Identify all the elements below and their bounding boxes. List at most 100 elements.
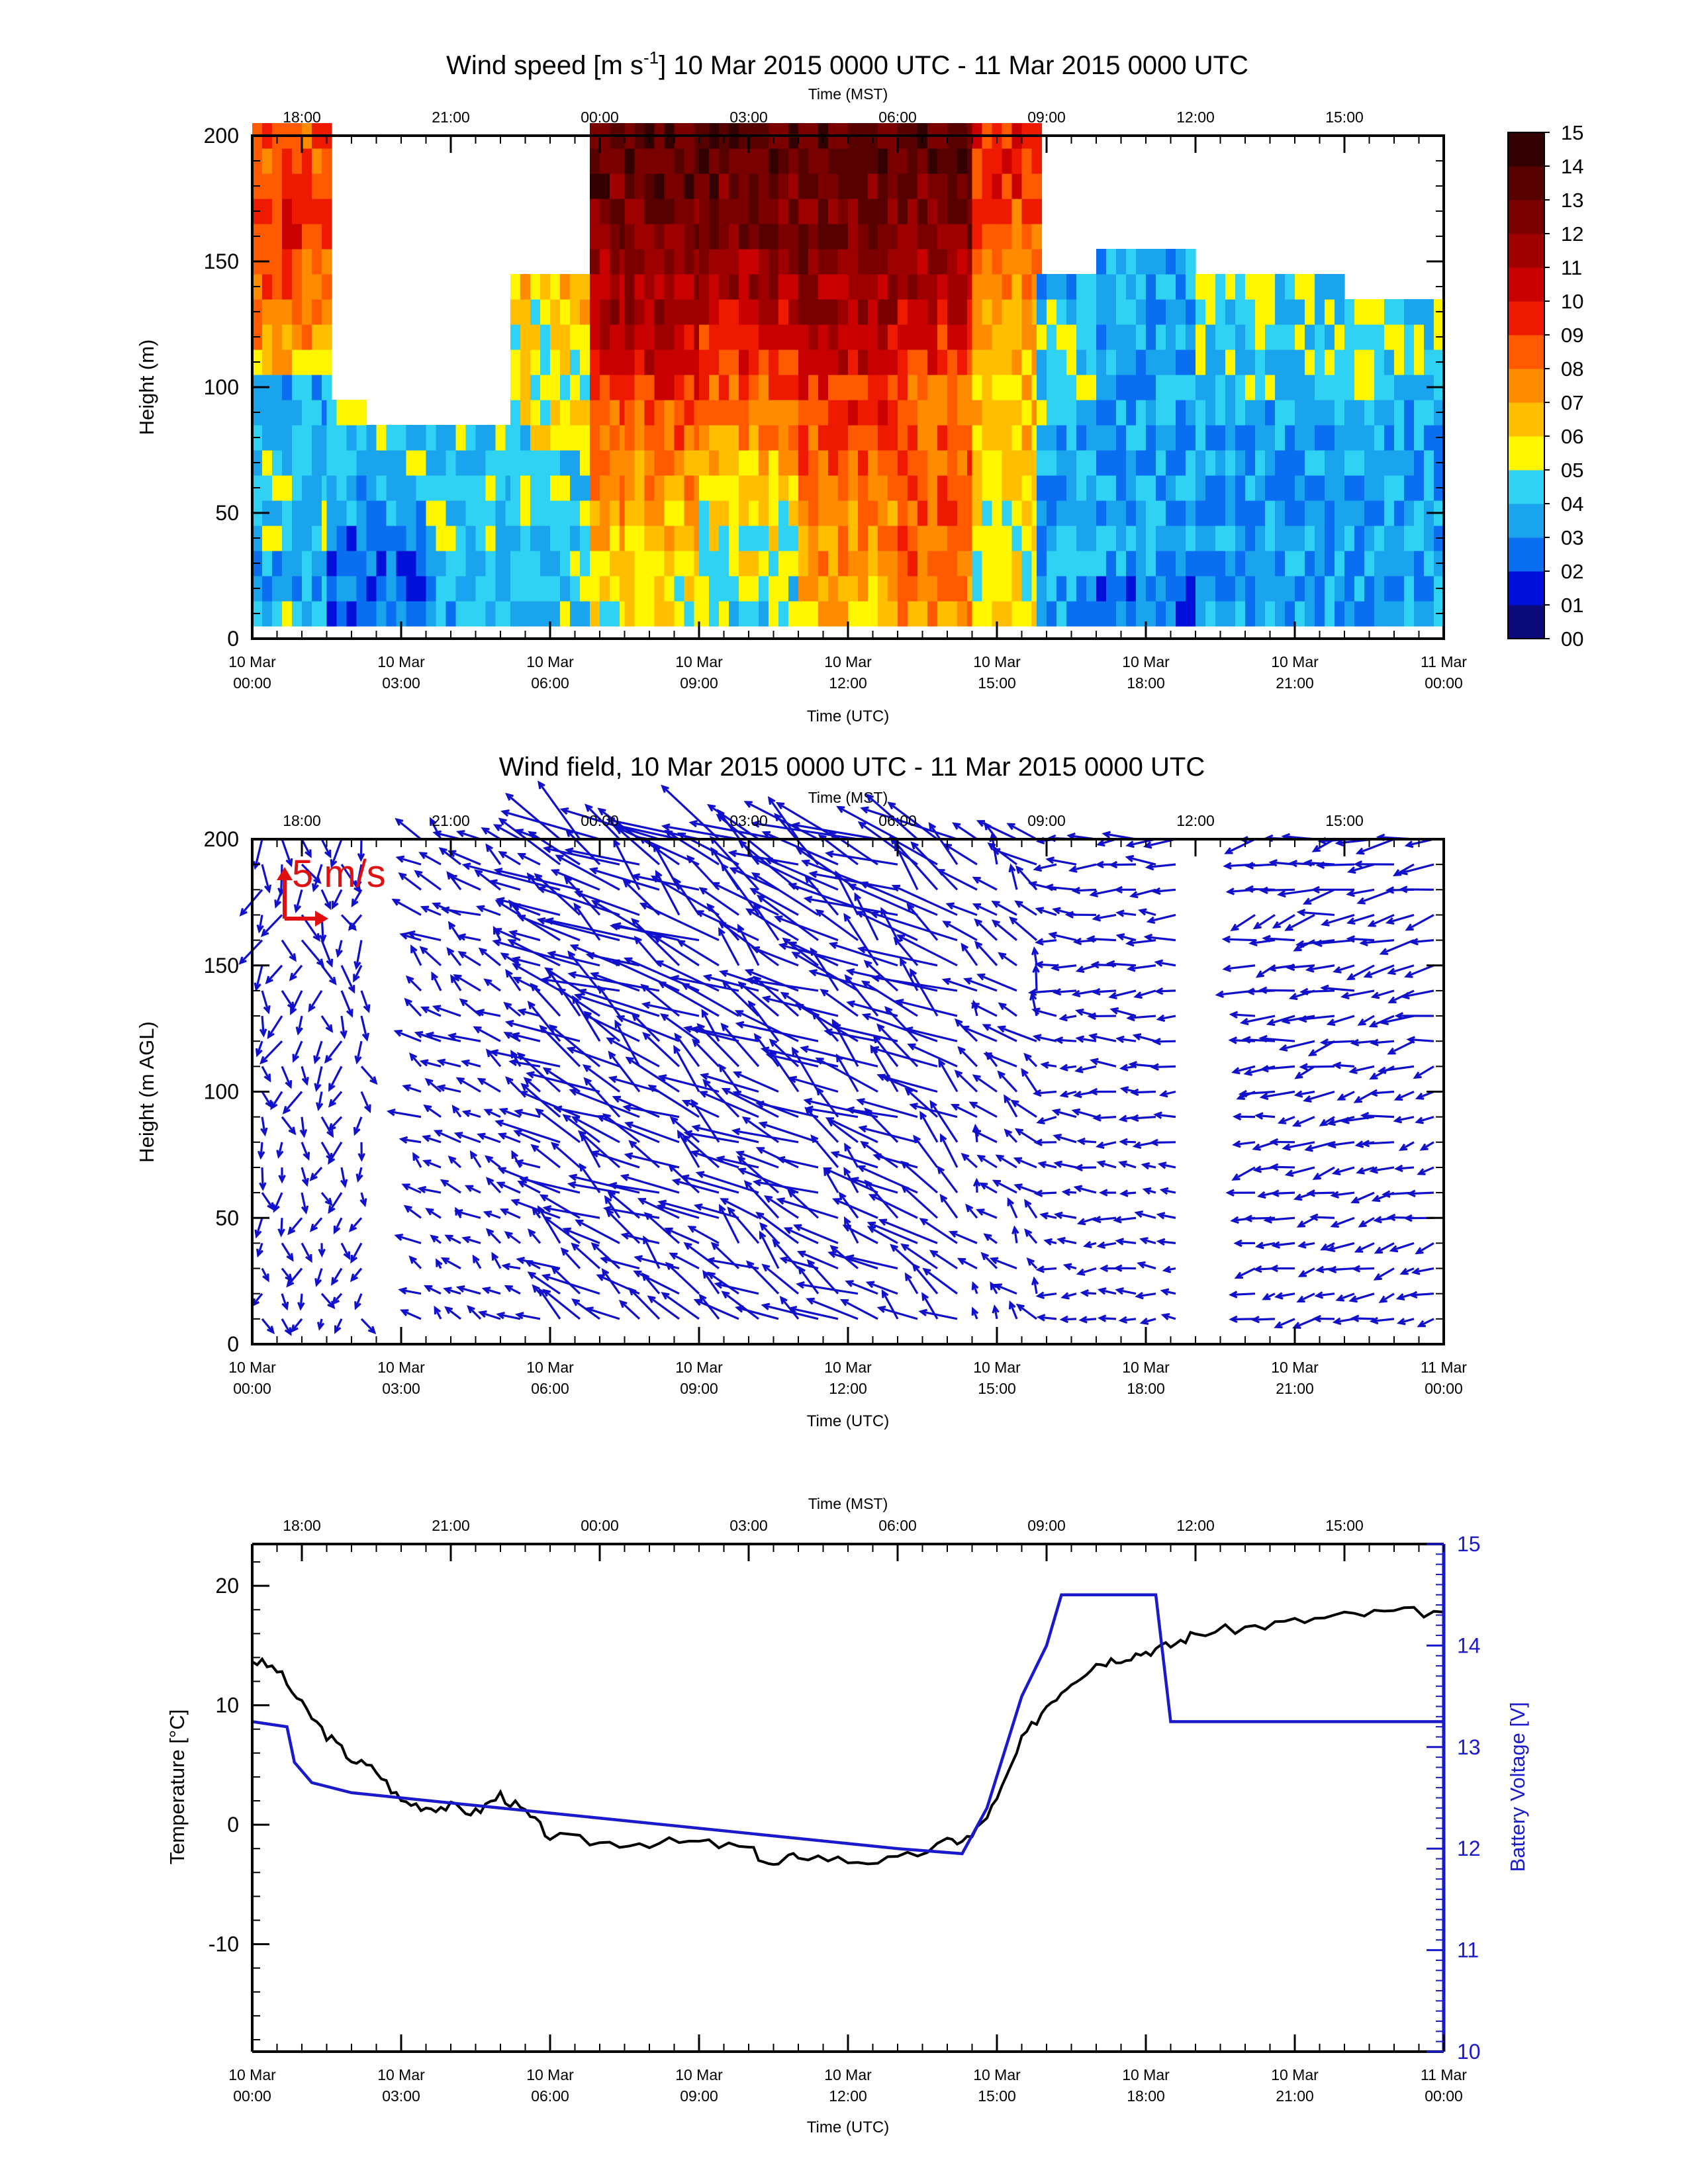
wind-vector-shaft <box>665 1228 700 1244</box>
wind-vector-head <box>447 1156 457 1164</box>
heatmap-cell <box>416 425 427 451</box>
wind-vector-head <box>747 1000 756 1009</box>
wind-vector <box>1071 886 1097 895</box>
wind-vector-head <box>418 852 428 860</box>
wind-vector-head <box>691 1038 700 1047</box>
wind-vector <box>919 1111 939 1143</box>
wind-vector-shaft <box>355 1040 363 1063</box>
wind-vector-shaft <box>592 1243 621 1269</box>
heatmap-cell <box>282 551 293 576</box>
wind-vector-head <box>511 956 521 964</box>
wind-vector-shaft <box>528 1229 541 1244</box>
wind-vector-shaft <box>290 990 303 1014</box>
heatmap-cell <box>485 475 496 501</box>
heatmap-cell <box>312 375 322 400</box>
wind-vector <box>846 1000 898 1017</box>
wind-vector <box>281 1267 293 1283</box>
wind-vector-shaft <box>516 1110 541 1118</box>
wind-vector-head <box>824 850 834 858</box>
wind-vector-head <box>1097 1287 1107 1295</box>
wind-vector-shaft <box>733 1129 799 1144</box>
heatmap-cell <box>818 576 829 602</box>
heatmap-cell <box>1245 274 1256 300</box>
wind-vector <box>655 960 720 992</box>
wind-vector-shaft <box>564 876 601 916</box>
heatmap-cell <box>570 601 581 627</box>
heatmap-cell <box>1047 375 1057 400</box>
heatmap-cell <box>1404 375 1415 400</box>
wind-vector-head <box>891 884 901 892</box>
wind-vector-head <box>1115 933 1125 941</box>
heatmap-cell <box>1335 349 1345 375</box>
wind-vector-shaft <box>880 1219 938 1244</box>
wind-vector-shaft <box>897 1000 958 1017</box>
wind-vector <box>447 1032 481 1042</box>
heatmap-cell <box>778 173 789 199</box>
wind-vector-head <box>1152 887 1161 895</box>
heatmap-cell <box>520 349 531 375</box>
wind-vector-head <box>938 1058 946 1068</box>
wind-vector-shaft <box>719 921 779 967</box>
heatmap-cell <box>992 173 1003 199</box>
heatmap-cell <box>1335 551 1345 576</box>
wind-vector-head <box>983 1052 992 1060</box>
wind-vector-shaft <box>1224 964 1256 970</box>
heatmap-cell <box>1146 349 1156 375</box>
heatmap-cell <box>719 173 729 199</box>
heatmap-cell <box>540 299 551 325</box>
heatmap-cell <box>699 324 710 350</box>
heatmap-cell <box>848 400 859 426</box>
heatmap-cell <box>1225 601 1236 627</box>
wind-vector-head <box>710 846 718 856</box>
wind-vector-head <box>1119 1086 1129 1094</box>
heatmap-cell <box>644 324 655 350</box>
wind-vector <box>698 887 739 916</box>
heatmap-cell <box>520 400 531 426</box>
wind-vector-shaft <box>265 964 283 983</box>
wind-vector <box>1033 1138 1057 1146</box>
wind-vector-head <box>1137 1261 1146 1269</box>
heatmap-cell <box>262 349 273 375</box>
heatmap-cell <box>634 475 645 501</box>
wind-vector <box>590 1150 640 1169</box>
wind-vector <box>334 1318 343 1334</box>
wind-vector-head <box>408 1052 418 1062</box>
wind-vector <box>433 1130 461 1144</box>
heatmap-cell <box>580 324 590 350</box>
heatmap-cell <box>769 173 779 199</box>
heatmap-cell <box>739 400 749 426</box>
wind-vector <box>1150 1063 1176 1071</box>
wind-vector-head <box>1143 933 1153 942</box>
colorbar-label: 13 <box>1561 189 1583 212</box>
heatmap-cell <box>972 551 983 576</box>
heatmap-cell <box>858 576 868 602</box>
heatmap-cell <box>759 601 769 627</box>
wind-vector-head <box>775 801 785 810</box>
wind-vector-shaft <box>555 1107 600 1118</box>
wind-vector-head <box>657 1199 667 1207</box>
wind-vector <box>395 817 422 841</box>
heatmap-cell <box>560 601 571 627</box>
wind-vector <box>718 1063 740 1093</box>
wind-vector-shaft <box>1030 989 1057 994</box>
wind-vector-head <box>328 1122 336 1132</box>
heatmap-cell <box>560 551 571 576</box>
wind-vector-shaft <box>528 1271 561 1295</box>
heatmap-cell <box>937 173 948 199</box>
heatmap-cell <box>957 400 968 426</box>
heatmap-cell <box>624 450 635 476</box>
heatmap-cell <box>749 551 759 576</box>
wind-vector-head <box>573 993 583 1001</box>
wind-vector-shaft <box>570 1175 640 1194</box>
wind-vector-head <box>569 944 579 952</box>
heatmap-cell <box>1002 324 1013 350</box>
wind-vector-head <box>505 968 513 978</box>
heatmap-cell <box>749 500 759 526</box>
heatmap-cell <box>1205 324 1216 350</box>
wind-vector-head <box>440 1179 449 1187</box>
wind-vector <box>360 1318 377 1335</box>
heatmap-cell <box>788 274 799 300</box>
heatmap-cell <box>957 349 968 375</box>
heatmap-cell <box>937 375 948 400</box>
heatmap-cell <box>992 224 1003 250</box>
